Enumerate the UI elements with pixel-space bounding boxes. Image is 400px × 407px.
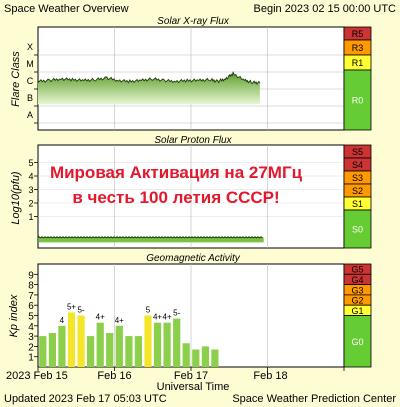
xray-scale-label: R5 xyxy=(352,29,364,39)
proton-flux-line xyxy=(38,235,263,239)
kp-bar xyxy=(87,336,95,367)
kp-bar xyxy=(48,333,56,367)
proton-tick-label: 4 xyxy=(28,172,33,182)
proton-s-scale: S5 S4 S3 S2 S1 S0 xyxy=(343,144,372,249)
x-tick-label: 2023 Feb 15 xyxy=(6,370,68,382)
kp-value-label: 5- xyxy=(173,309,180,318)
proton-scale-label: S2 xyxy=(352,186,363,196)
kp-bar xyxy=(201,346,209,367)
kp-bar xyxy=(211,349,219,367)
proton-title: Solar Proton Flux xyxy=(154,135,232,146)
kp-tick-label: 3 xyxy=(28,332,34,343)
kp-tick-label: 1 xyxy=(28,353,34,364)
proton-ylabel: Log10(pfu) xyxy=(10,171,22,225)
kp-scale-label: G0 xyxy=(351,337,363,347)
x-axis-label: Universal Time xyxy=(157,381,230,393)
kp-tick-label: 6 xyxy=(28,301,34,312)
kp-tick-label: 2 xyxy=(28,342,34,353)
xray-flux-line xyxy=(37,71,261,86)
kp-bar xyxy=(58,325,66,367)
kp-bars xyxy=(39,312,219,367)
kp-scale-segment xyxy=(343,315,372,368)
proton-scale-label: S4 xyxy=(352,160,363,170)
proton-tick-label: 2 xyxy=(28,199,33,209)
xray-ylabel: Flare Class xyxy=(10,51,22,107)
kp-scale-label: G1 xyxy=(351,306,363,316)
kp-value-label: 4+ xyxy=(153,313,162,322)
xray-tick-label: B xyxy=(27,93,33,103)
xray-scale-label: R0 xyxy=(352,96,364,106)
kp-ylabel: Kp index xyxy=(8,294,20,337)
kp-bar xyxy=(144,315,152,367)
kp-bar xyxy=(192,349,200,367)
kp-bar xyxy=(173,318,181,367)
kp-value-label: 4+ xyxy=(163,313,172,322)
x-axis-ticks: 2023 Feb 15 Feb 16 Feb 17 Feb 18 xyxy=(6,367,345,382)
proton-scale-label: S0 xyxy=(352,225,363,235)
kp-value-label: 4+ xyxy=(115,316,124,325)
overlay-text-line-2: в честь 100 летия СССР! xyxy=(72,188,279,207)
proton-tick-label: 1 xyxy=(28,212,33,222)
xray-tick-label: M xyxy=(26,59,34,69)
xray-scale-label: R3 xyxy=(352,43,364,53)
kp-bar xyxy=(125,336,133,367)
x-tick-label: Feb 18 xyxy=(253,370,287,382)
x-tick-label: Feb 17 xyxy=(174,370,208,382)
kp-gridlines xyxy=(114,264,268,367)
proton-tick-label: 5 xyxy=(28,158,33,168)
xray-tick-label: X xyxy=(27,42,33,52)
kp-value-label: 5+ xyxy=(67,302,76,311)
footer-center: Space Weather Prediction Center xyxy=(232,393,396,405)
kp-tick-label: 5 xyxy=(28,312,34,323)
kp-bar xyxy=(153,322,162,367)
proton-scale-label: S1 xyxy=(352,199,363,209)
kp-value-label: 5- xyxy=(77,306,84,315)
kp-scale-label: G2 xyxy=(351,296,363,306)
kp-bar xyxy=(182,343,190,367)
header-begin: Begin 2023 02 15 00:00 UTC xyxy=(254,3,397,15)
kp-scale-label: G5 xyxy=(351,265,363,275)
kp-tick-label: 4 xyxy=(28,322,34,333)
x-tick-label: Feb 16 xyxy=(97,370,131,382)
kp-value-label: 4+ xyxy=(96,313,105,322)
kp-bar xyxy=(106,333,114,367)
proton-scale-label: S5 xyxy=(352,147,363,157)
xray-title: Solar X-ray Flux xyxy=(157,16,230,27)
kp-tick-label: 8 xyxy=(28,281,34,292)
xray-tick-label: A xyxy=(27,110,33,120)
kp-tick-label: 9 xyxy=(28,270,34,281)
xray-tick-label: C xyxy=(27,76,34,86)
xray-scale-label: R1 xyxy=(352,58,364,68)
proton-flux-band xyxy=(39,237,264,243)
xray-r-scale: R5 R3 R1 R0 xyxy=(343,26,372,131)
kp-bar xyxy=(96,322,104,367)
kp-bar xyxy=(163,322,171,367)
xray-scale-segment xyxy=(343,69,372,131)
proton-scale-segment xyxy=(343,209,372,249)
kp-scale-label: G4 xyxy=(351,275,363,285)
header-title: Space Weather Overview xyxy=(4,3,129,15)
kp-tick-label: 7 xyxy=(28,291,34,302)
overlay-text-line-1: Мировая Активация на 27МГц xyxy=(50,163,303,182)
kp-bar xyxy=(115,325,123,367)
kp-bar xyxy=(39,336,47,367)
kp-bar xyxy=(134,336,142,367)
proton-tick-label: 3 xyxy=(28,185,33,195)
proton-y-ticks: 1 2 3 4 5 xyxy=(28,158,38,222)
kp-bar xyxy=(67,312,76,367)
kp-value-labels: 45+ 5-4+ 4+54+ 4+ 5- xyxy=(60,302,181,324)
kp-bar xyxy=(77,315,85,367)
kp-value-label: 4 xyxy=(60,316,65,325)
kp-value-label: 5 xyxy=(146,306,151,315)
proton-gridlines xyxy=(38,145,344,248)
kp-scale-label: G3 xyxy=(351,285,363,295)
proton-scale-label: S3 xyxy=(352,173,363,183)
kp-title: Geomagnetic Activity xyxy=(146,253,241,264)
xray-gridlines xyxy=(38,27,344,130)
footer-updated: Updated 2023 Feb 17 05:03 UTC xyxy=(4,393,167,405)
